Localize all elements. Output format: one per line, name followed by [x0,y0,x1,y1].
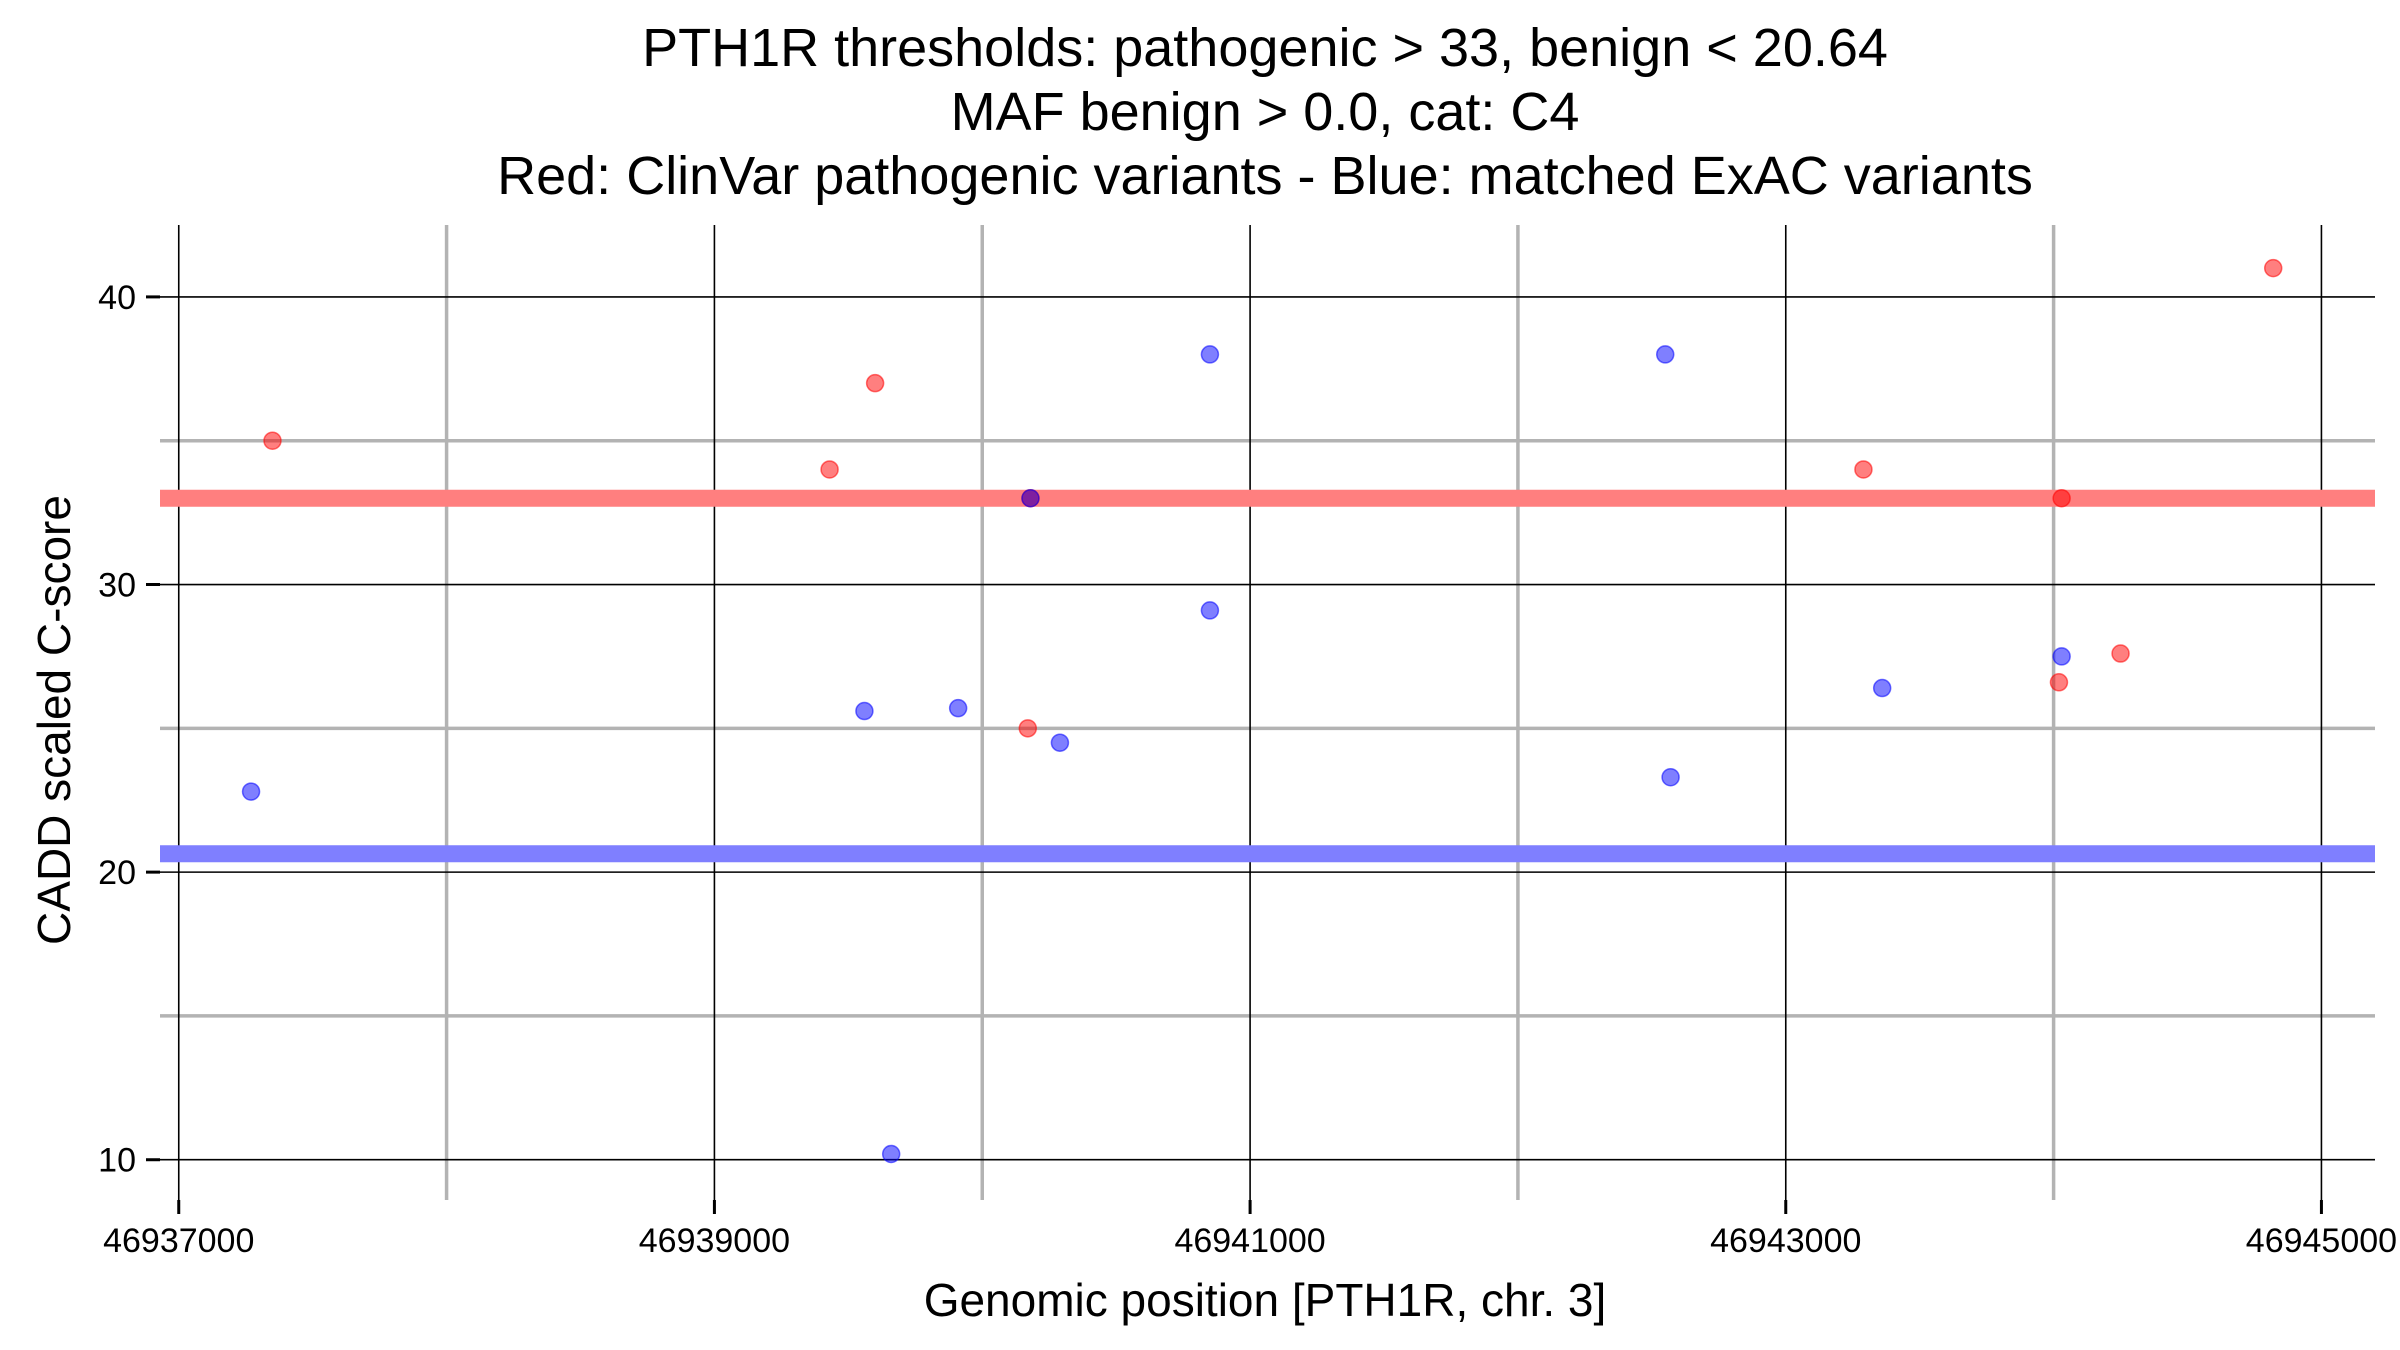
data-point [881,1144,901,1164]
series-clinvar-pathogenic [263,258,2283,738]
data-point [2052,488,2071,508]
data-point [263,431,282,450]
data-point [865,373,885,393]
x-tick-label: 46939000 [639,1222,790,1260]
y-tick-label: 10 [98,1142,136,1180]
y-axis-label: CADD scaled C-score [28,495,80,945]
data-point [820,460,839,479]
data-point [1854,460,1873,479]
plot-area [160,225,2375,1200]
data-point [1050,733,1070,752]
title-line-1: PTH1R thresholds: pathogenic > 33, benig… [642,18,1888,78]
data-point [1200,345,1220,364]
x-tick-label: 46937000 [103,1222,254,1260]
data-point [1200,601,1220,620]
data-point [241,782,261,801]
y-tick-label: 30 [98,567,136,605]
title-line-2: MAF benign > 0.0, cat: C4 [951,82,1580,142]
data-point [2111,644,2130,663]
x-tick-label: 46943000 [1710,1222,1861,1260]
x-axis-label: Genomic position [PTH1R, chr. 3] [924,1274,1607,1326]
x-tick-label: 46941000 [1174,1222,1325,1260]
chart-title: PTH1R thresholds: pathogenic > 33, benig… [497,18,2033,206]
title-line-3: Red: ClinVar pathogenic variants - Blue:… [497,146,2033,206]
data-point [1872,678,1892,698]
x-axis-ticks: 46937000 46939000 46941000 46943000 46945000 [103,1200,2397,1260]
data-point [1655,345,1675,364]
data-point [1018,719,1038,738]
x-tick-label: 46945000 [2246,1222,2397,1260]
y-tick-label: 20 [98,854,136,892]
data-point [1021,488,1040,508]
data-point [2052,647,2071,666]
data-point [2263,258,2283,278]
y-tick-label: 40 [98,279,136,317]
data-point [1661,767,1680,787]
data-point [948,698,968,718]
series-exac-matched [241,345,2071,1164]
y-axis-ticks: 10 20 30 40 [98,279,160,1180]
data-point [2049,673,2069,692]
data-point [855,701,874,721]
